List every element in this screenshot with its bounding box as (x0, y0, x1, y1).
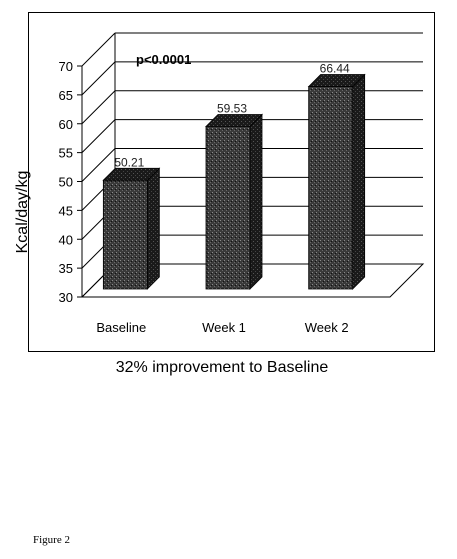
x-tick-label: Week 1 (202, 320, 246, 335)
y-tick-label: 70 (59, 59, 73, 74)
bar-chart: 30 35 40 45 50 55 60 65 70 50.21 Baseline 59.53 Week… (14, 32, 425, 376)
y-tick-label: 35 (59, 261, 73, 276)
x-axis-caption: 32% improvement to Baseline (116, 359, 329, 376)
y-tick-label: 45 (59, 203, 73, 218)
y-tick-label: 60 (59, 117, 73, 132)
y-tick-label: 30 (59, 290, 73, 305)
data-label: 50.21 (114, 155, 144, 169)
y-tick-label: 40 (59, 232, 73, 247)
bar (307, 73, 366, 290)
chart-frame (28, 12, 435, 352)
y-tick-label: 65 (59, 88, 73, 103)
bar (102, 167, 161, 290)
y-axis-label: Kcal/day/kg (14, 171, 31, 254)
significance-annotation: p<0.0001 (136, 52, 191, 67)
x-tick-label: Week 2 (305, 320, 349, 335)
x-tick-label: Baseline (96, 320, 146, 335)
data-label: 66.44 (320, 62, 350, 76)
data-label: 59.53 (217, 101, 247, 115)
y-tick-label: 50 (59, 175, 73, 190)
bar (205, 113, 263, 290)
figure-label: Figure 2 (33, 534, 70, 546)
y-tick-label: 55 (59, 146, 73, 161)
